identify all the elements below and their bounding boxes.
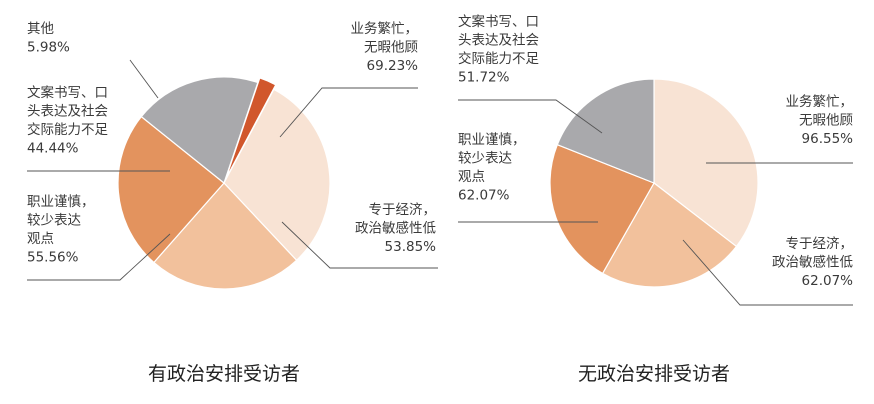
slice-label-line: 其他 [27, 21, 54, 37]
pie-slice [549, 143, 655, 275]
slice-label-line: 文案书写、口 [27, 84, 108, 101]
slice-label-line: 观点 [458, 169, 485, 185]
slice-label-line: 观点 [27, 231, 54, 247]
slice-label: 业务繁忙， 无暇他顾 69.23% [351, 21, 419, 74]
slice-label: 其他 5.98% [27, 21, 70, 56]
slice-label-line: 文案书写、口 [458, 13, 539, 30]
slice-label-line: 政治敏感性低 [772, 254, 853, 271]
slice-label-line: 业务繁忙， [786, 94, 854, 110]
slice-label: 文案书写、口头表达及社会交际能力不足 51.72% [458, 13, 539, 86]
pie-chart-without-political-role: 业务繁忙， 无暇他顾 96.55% 专于经济， 政治敏感性低 62.07% 职业谨慎， 较少表… [458, 13, 853, 385]
slice-value: 53.85% [385, 239, 437, 255]
leader-line [279, 87, 418, 138]
leader-line [27, 233, 171, 281]
pie-slice [601, 182, 738, 288]
slice-value: 96.55% [802, 131, 854, 147]
slice-label: 文案书写、口头表达及社会交际能力不足 44.44% [27, 84, 108, 157]
chart-title: 无政治安排受访者 [578, 363, 730, 385]
pie-slice [140, 76, 259, 185]
slice-label-line: 交际能力不足 [458, 50, 539, 67]
slice-value: 62.07% [458, 188, 510, 204]
slice-label: 业务繁忙， 无暇他顾 96.55% [786, 94, 854, 147]
chart-title: 有政治安排受访者 [148, 363, 300, 385]
leader-line [682, 239, 853, 306]
pie-slice [225, 77, 277, 179]
slice-label-line: 业务繁忙， [351, 21, 419, 37]
slice-label-line: 职业谨慎， [458, 132, 526, 148]
pie-slice [556, 78, 655, 184]
slice-label-line: 头表达及社会 [27, 104, 108, 120]
pie-slice [223, 88, 331, 262]
slice-label-line: 较少表达 [458, 151, 512, 167]
slice-value: 5.98% [27, 40, 70, 56]
pie-slice [117, 115, 225, 264]
slice-label-line: 较少表达 [27, 213, 81, 229]
slice-value: 44.44% [27, 141, 79, 157]
slice-label-line: 交际能力不足 [27, 121, 108, 138]
slice-label-line: 职业谨慎， [27, 194, 95, 210]
slice-value: 62.07% [802, 273, 854, 289]
leader-line [281, 221, 438, 269]
leader-line [458, 99, 603, 134]
slice-label-line: 专于经济， [369, 202, 437, 218]
slice-label: 专于经济， 政治敏感性低 53.85% [355, 202, 436, 255]
slice-value: 55.56% [27, 250, 79, 266]
slice-label-line: 头表达及社会 [458, 33, 539, 49]
slice-label-line: 无暇他顾 [364, 40, 418, 56]
slice-value: 69.23% [367, 58, 419, 74]
slice-label: 职业谨慎， 较少表达观点 55.56% [27, 194, 95, 266]
pie-slice [653, 78, 759, 248]
slice-label: 职业谨慎， 较少表达观点 62.07% [458, 132, 526, 204]
slice-label-line: 无暇他顾 [799, 113, 853, 129]
slice-label-line: 专于经济， [786, 236, 854, 252]
slice-label: 专于经济， 政治敏感性低 62.07% [772, 236, 853, 289]
pie-slice [153, 182, 298, 290]
slice-label-line: 政治敏感性低 [355, 220, 436, 237]
slice-value: 51.72% [458, 70, 510, 86]
leader-line [129, 59, 159, 99]
pie-chart-with-political-role: 业务繁忙， 无暇他顾 69.23% 专于经济， 政治敏感性低 53.85% 职业谨慎， 较少表… [27, 21, 438, 385]
